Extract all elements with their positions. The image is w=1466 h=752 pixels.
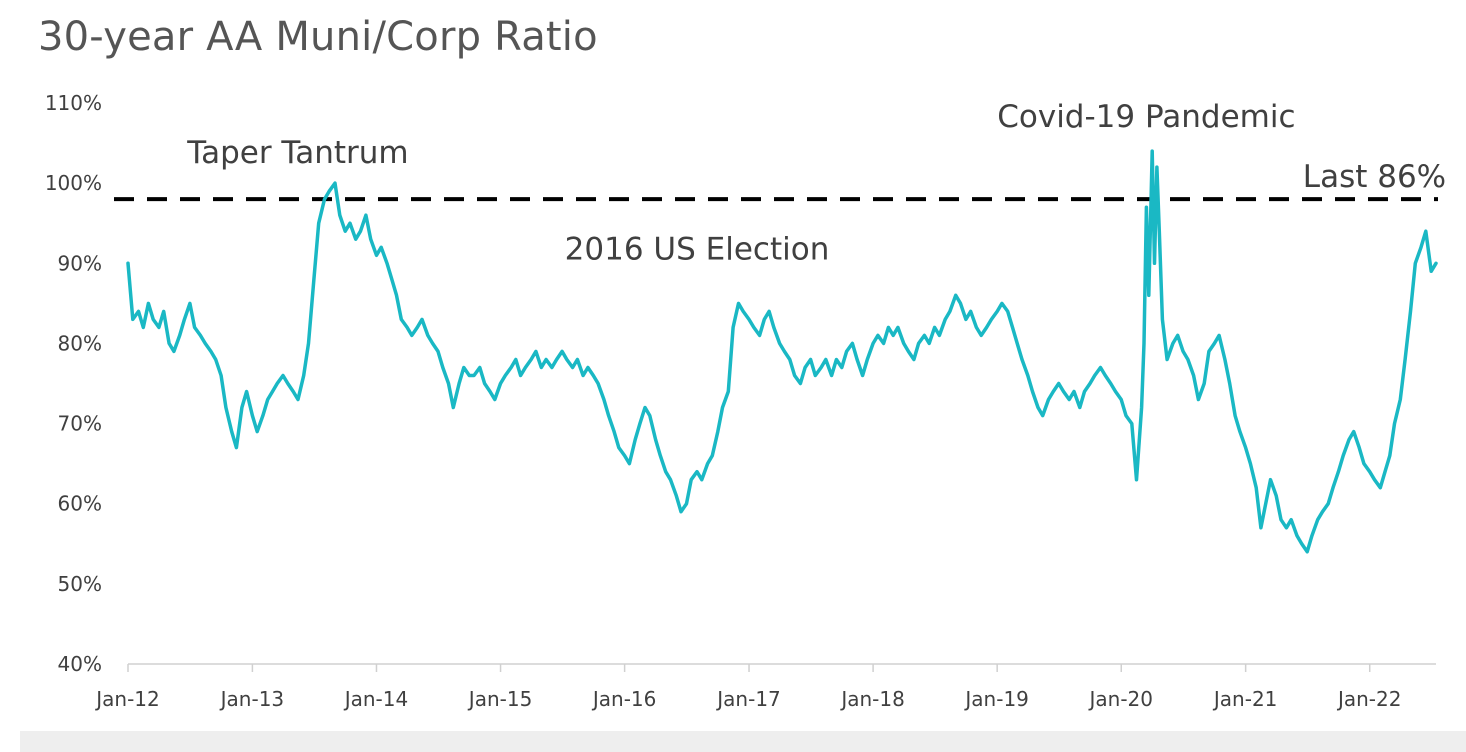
y-tick-label: 70% <box>58 412 102 436</box>
x-tick-label: Jan-16 <box>591 687 657 711</box>
y-tick-label: 100% <box>45 171 102 195</box>
x-axis: Jan-12 Jan-13 Jan-14 Jan-15 Jan-16 Jan-17 Jan-… <box>94 663 1436 711</box>
chart-title: 30-year AA Muni/Corp Ratio <box>38 14 598 60</box>
y-tick-label: 110% <box>45 91 102 115</box>
annotation-group: Taper Tantrum Covid-19 Pandemic 2016 US El… <box>186 99 1446 267</box>
y-tick-label: 80% <box>58 331 102 355</box>
x-tick-label: Jan-20 <box>1087 687 1153 711</box>
x-tick-label: Jan-21 <box>1212 687 1278 711</box>
series-line <box>126 149 1438 554</box>
y-tick-label: 50% <box>58 572 102 596</box>
bottom-strip <box>20 731 1466 752</box>
x-tick-label: Jan-19 <box>963 687 1029 711</box>
y-tick-label: 60% <box>58 492 102 516</box>
y-axis: 40% 50% 60% 70% 80% 90% 100% 110% <box>45 91 102 676</box>
chart-annotation: Last 86% <box>1303 159 1446 195</box>
chart-annotation: Covid-19 Pandemic <box>997 99 1295 135</box>
x-tick-label: Jan-18 <box>839 687 905 711</box>
x-tick-label: Jan-13 <box>219 687 285 711</box>
x-tick-label: Jan-17 <box>715 687 781 711</box>
x-tick-label: Jan-14 <box>343 687 409 711</box>
y-tick-label: 90% <box>58 251 102 275</box>
x-tick-label: Jan-22 <box>1336 687 1402 711</box>
chart-annotation: 2016 US Election <box>565 231 830 267</box>
x-tick-label: Jan-15 <box>467 687 533 711</box>
series-group <box>126 149 1438 554</box>
x-tick-label: Jan-12 <box>94 687 160 711</box>
chart-annotation: Taper Tantrum <box>186 135 408 171</box>
y-tick-label: 40% <box>58 652 102 676</box>
